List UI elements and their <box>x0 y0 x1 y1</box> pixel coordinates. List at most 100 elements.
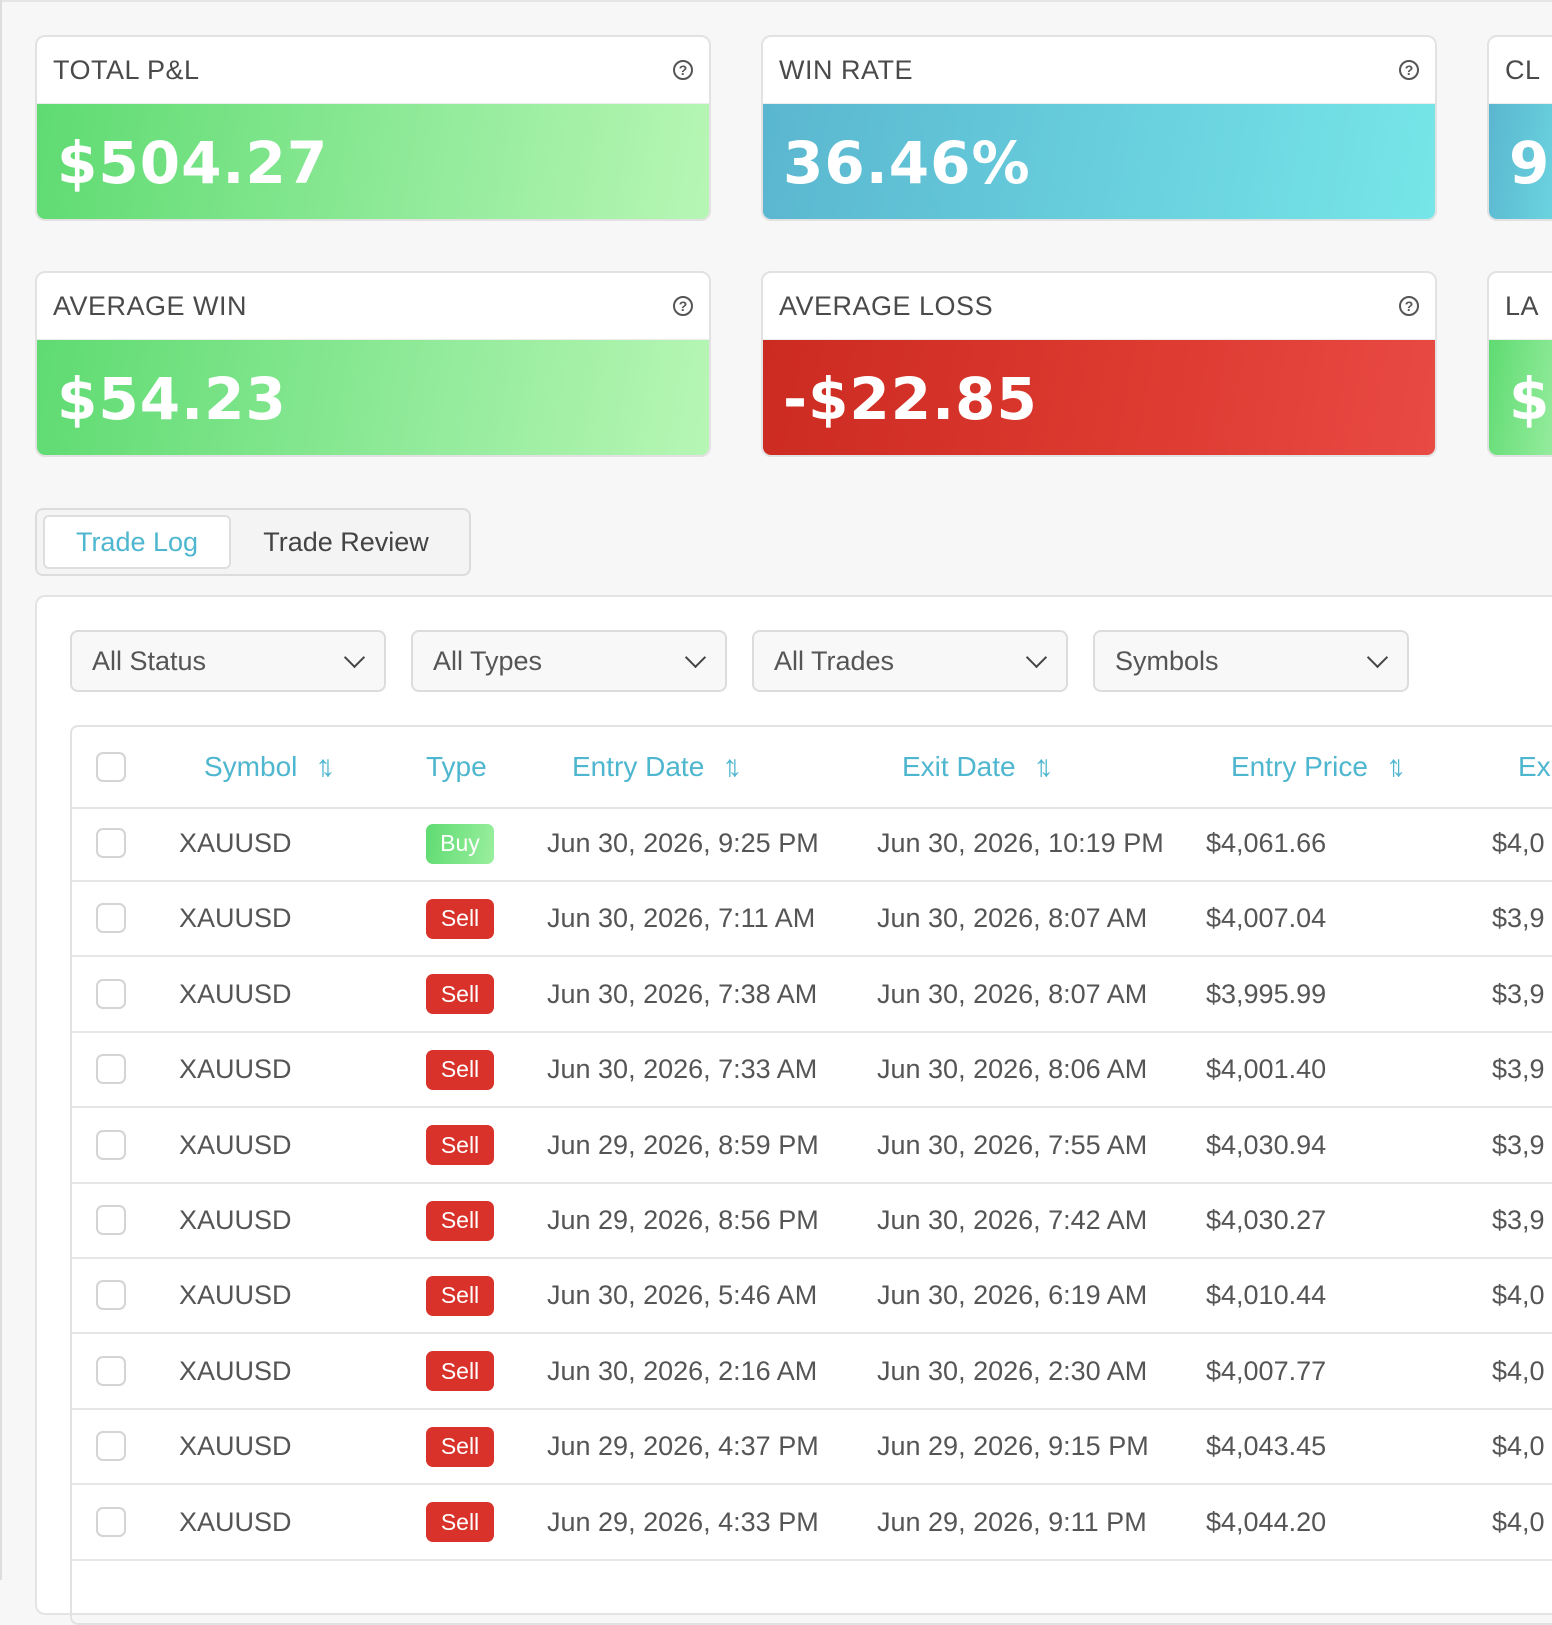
help-icon[interactable]: ? <box>673 296 693 316</box>
sort-icon[interactable]: ↑↓ <box>1033 750 1054 783</box>
cell-exit-date: Jun 30, 2026, 6:19 AM <box>877 1280 1148 1311</box>
table-row[interactable]: XAUUSD Sell Jun 30, 2026, 5:46 AM Jun 30, 2… <box>72 1259 1552 1335</box>
type-badge: Sell <box>426 1426 494 1467</box>
cell-entry-date: Jun 30, 2026, 5:46 AM <box>547 1280 818 1311</box>
stat-card-partial: CL 9 <box>1487 35 1552 221</box>
row-checkbox[interactable] <box>96 1129 126 1160</box>
table-row[interactable]: XAUUSD Sell Jun 30, 2026, 7:33 AM Jun 30, 2… <box>72 1033 1552 1109</box>
filter-label: All Status <box>92 645 207 676</box>
table-row[interactable]: XAUUSD Sell Jun 30, 2026, 2:16 AM Jun 30, 2… <box>72 1335 1552 1410</box>
column-header-entry-date[interactable]: Entry Date ↑↓ <box>572 727 742 807</box>
cell-entry-price: $4,044.20 <box>1206 1506 1327 1537</box>
stat-title: AVERAGE LOSS <box>779 290 994 321</box>
column-header-symbol[interactable]: Symbol ↑↓ <box>204 727 335 807</box>
cell-exit-date: Jun 30, 2026, 8:07 AM <box>877 903 1148 934</box>
cell-type: Sell <box>426 1109 494 1182</box>
row-checkbox[interactable] <box>96 828 126 858</box>
symbols-filter[interactable]: Symbols <box>1093 630 1409 692</box>
column-header-exit-date[interactable]: Exit Date ↑↓ <box>902 727 1054 807</box>
cell-type: Sell <box>426 1259 494 1332</box>
chevron-down-icon <box>1366 646 1389 668</box>
sort-icon[interactable]: ↑↓ <box>722 750 742 783</box>
cell-entry-price: $4,061.66 <box>1206 828 1327 858</box>
trade-log-panel: All Status All Types All Trades Symbols … <box>35 595 1552 1625</box>
help-icon[interactable]: ? <box>1399 60 1419 80</box>
table-row[interactable]: XAUUSD Sell Jun 29, 2026, 8:59 PM Jun 30, 2… <box>72 1109 1552 1184</box>
table-row[interactable]: XAUUSD Sell Jun 29, 2026, 4:37 PM Jun 29, 2… <box>72 1410 1552 1486</box>
cell-exit-price: $3,9 <box>1492 1205 1545 1235</box>
sort-icon[interactable]: ↑↓ <box>315 750 335 783</box>
cell-exit-price: $3,9 <box>1492 903 1545 934</box>
column-header-label: Entry Date <box>572 751 705 782</box>
tab-trade-log[interactable]: Trade Log <box>43 515 231 569</box>
table-row[interactable]: XAUUSD Sell Jun 29, 2026, 4:33 PM Jun 29, 2… <box>72 1486 1552 1561</box>
cell-entry-price: $3,995.99 <box>1206 978 1327 1009</box>
type-badge: Sell <box>426 1351 494 1392</box>
type-badge: Sell <box>426 1502 494 1543</box>
status-filter[interactable]: All Status <box>70 630 386 692</box>
row-checkbox[interactable] <box>96 1280 126 1311</box>
trades-filter[interactable]: All Trades <box>752 630 1068 692</box>
row-checkbox[interactable] <box>96 903 126 934</box>
table-row[interactable]: XAUUSD Sell Jun 29, 2026, 8:56 PM Jun 30, 2… <box>72 1184 1552 1259</box>
stat-card-total-pl: TOTAL P&L ? $504.27 <box>35 35 711 221</box>
cell-type: Sell <box>426 1033 494 1106</box>
cell-entry-price: $4,010.44 <box>1206 1280 1327 1311</box>
stat-value: -$22.85 <box>763 340 1435 455</box>
cell-exit-date: Jun 29, 2026, 9:11 PM <box>877 1506 1147 1537</box>
column-header-label: Entry Price <box>1231 751 1368 782</box>
column-header-label: Type <box>426 751 487 782</box>
cell-entry-price: $4,030.94 <box>1206 1129 1327 1160</box>
column-header-entry-price[interactable]: Entry Price ↑↓ <box>1231 727 1406 807</box>
filter-label: All Trades <box>774 645 895 676</box>
type-badge: Sell <box>426 898 494 939</box>
row-checkbox[interactable] <box>96 1431 126 1462</box>
cell-type: Sell <box>426 1184 494 1257</box>
stat-card-partial: LA $ <box>1487 271 1552 457</box>
cell-exit-price: $4,0 <box>1492 1431 1545 1462</box>
stat-title: LA <box>1505 290 1540 321</box>
row-checkbox[interactable] <box>96 1054 126 1085</box>
view-tabs: Trade Log Trade Review <box>35 508 471 576</box>
cell-exit-price: $4,0 <box>1492 828 1545 858</box>
trades-table: Symbol ↑↓ Type Entry Date ↑↓ Exit Date ↑… <box>70 725 1552 1625</box>
chevron-down-icon <box>684 646 707 668</box>
type-filter[interactable]: All Types <box>411 630 727 692</box>
row-checkbox[interactable] <box>96 1205 126 1235</box>
cell-exit-date: Jun 30, 2026, 7:42 AM <box>877 1205 1148 1235</box>
cell-type: Buy <box>426 807 494 880</box>
table-row[interactable]: XAUUSD Sell Jun 30, 2026, 7:38 AM Jun 30, 2… <box>72 958 1552 1033</box>
stat-value: 9 <box>1489 104 1552 219</box>
cell-symbol: XAUUSD <box>179 1280 292 1311</box>
stat-value: $504.27 <box>37 104 709 219</box>
column-header-label: Exit Date <box>902 751 1016 782</box>
type-badge: Sell <box>426 1200 494 1241</box>
type-badge: Sell <box>426 974 494 1015</box>
cell-exit-date: Jun 29, 2026, 9:15 PM <box>877 1431 1149 1462</box>
tab-trade-review[interactable]: Trade Review <box>263 526 429 557</box>
row-checkbox[interactable] <box>96 1355 126 1386</box>
cell-entry-price: $4,007.77 <box>1206 1355 1327 1386</box>
row-checkbox[interactable] <box>96 1506 126 1537</box>
stat-title: AVERAGE WIN <box>53 290 248 321</box>
cell-symbol: XAUUSD <box>179 828 292 858</box>
type-badge: Sell <box>426 1049 494 1090</box>
cell-exit-price: $3,9 <box>1492 1054 1545 1085</box>
help-icon[interactable]: ? <box>673 60 693 80</box>
cell-exit-date: Jun 30, 2026, 10:19 PM <box>877 828 1164 858</box>
column-header-type: Type <box>426 727 487 807</box>
cell-entry-date: Jun 30, 2026, 7:33 AM <box>547 1054 818 1085</box>
table-row[interactable]: XAUUSD Buy Jun 30, 2026, 9:25 PM Jun 30, 20… <box>72 807 1552 882</box>
table-header: Symbol ↑↓ Type Entry Date ↑↓ Exit Date ↑… <box>72 727 1552 809</box>
cell-entry-date: Jun 29, 2026, 8:59 PM <box>547 1129 819 1160</box>
select-all-checkbox[interactable] <box>96 752 126 782</box>
cell-symbol: XAUUSD <box>179 1431 292 1462</box>
cell-exit-price: $4,0 <box>1492 1506 1545 1537</box>
cell-type: Sell <box>426 1410 494 1483</box>
cell-symbol: XAUUSD <box>179 978 292 1009</box>
stat-title: CL <box>1505 54 1541 85</box>
help-icon[interactable]: ? <box>1399 296 1419 316</box>
row-checkbox[interactable] <box>96 978 126 1009</box>
table-row[interactable]: XAUUSD Sell Jun 30, 2026, 7:11 AM Jun 30, 2… <box>72 882 1552 958</box>
sort-icon[interactable]: ↑↓ <box>1385 750 1406 783</box>
